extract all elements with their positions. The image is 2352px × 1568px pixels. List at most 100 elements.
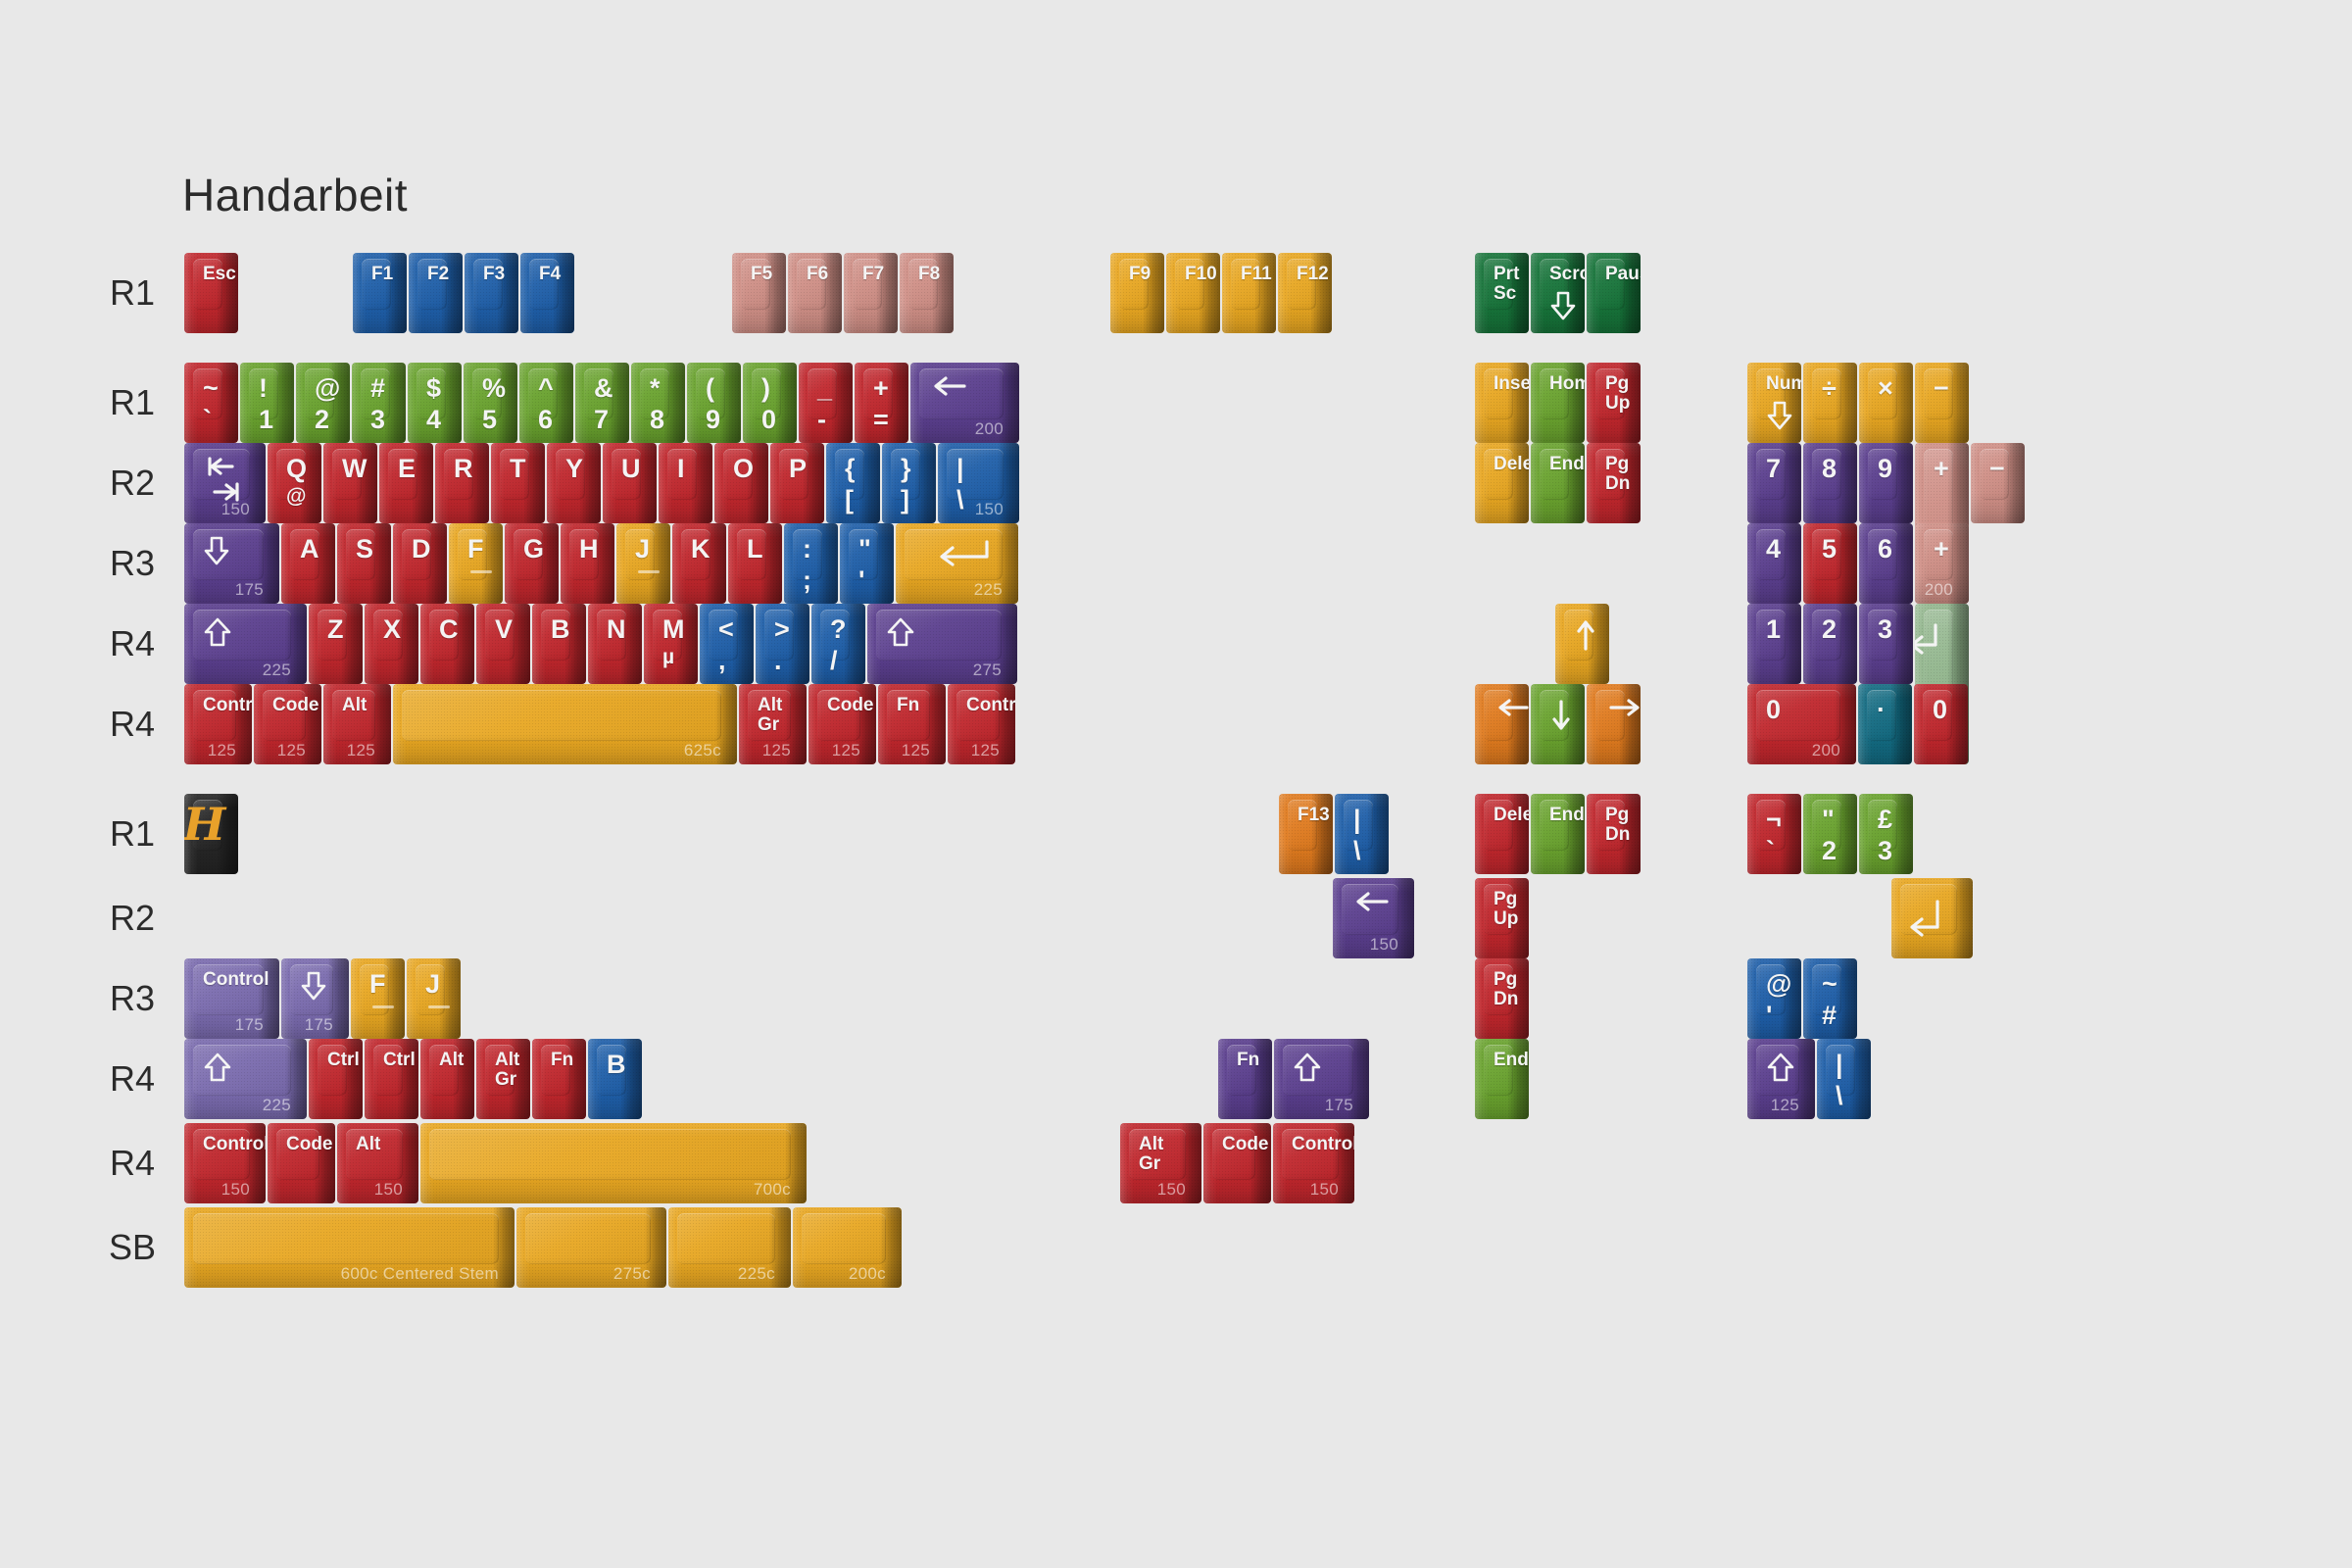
keycap-shift-arrow[interactable]: 275 (867, 604, 1017, 684)
keycap-f7[interactable]: F7 (844, 253, 898, 333)
keycap-spacebar[interactable]: 625c (393, 684, 737, 764)
keycap-arrow-down[interactable] (1531, 684, 1585, 764)
keycap-q[interactable]: Q @ (268, 443, 321, 523)
keycap-key[interactable]: ) 0 (743, 363, 797, 443)
keycap-key[interactable]: × (1859, 363, 1913, 443)
keycap-key[interactable]: #3 (352, 363, 406, 443)
keycap-3[interactable]: 3 (1859, 604, 1913, 684)
keycap-key[interactable]: (9 (687, 363, 741, 443)
keycap-fn[interactable]: Fn 125 (878, 684, 946, 764)
keycap-c[interactable]: C (420, 604, 474, 684)
keycap-key[interactable]: :; (784, 523, 838, 604)
keycap-y[interactable]: Y (547, 443, 601, 523)
keycap-delete[interactable]: Delete (1475, 794, 1529, 874)
keycap-shift-arrow[interactable]: 225 (184, 1039, 307, 1119)
keycap-alt-gr[interactable]: Alt Gr (476, 1039, 530, 1119)
keycap-backspace-arrow[interactable]: 200 (910, 363, 1019, 443)
keycap-code[interactable]: Code (1203, 1123, 1271, 1203)
keycap-b[interactable]: B (532, 604, 586, 684)
keycap-tab-arrows[interactable]: 150 (184, 443, 266, 523)
keycap-p[interactable]: P (770, 443, 824, 523)
keycap-0[interactable]: 0 200 (1747, 684, 1856, 764)
keycap-f5[interactable]: F5 (732, 253, 786, 333)
keycap-0[interactable]: 0 (1914, 684, 1968, 764)
keycap-spacebar[interactable]: 225c (668, 1207, 791, 1288)
keycap-8[interactable]: 8 (1803, 443, 1857, 523)
keycap-f3[interactable]: F3 (465, 253, 518, 333)
keycap-key[interactable]: ~ # (1803, 958, 1857, 1039)
keycap-spacebar[interactable]: 200c (793, 1207, 902, 1288)
keycap-prt-sc[interactable]: Prt Sc (1475, 253, 1529, 333)
keycap-7[interactable]: 7 (1747, 443, 1801, 523)
keycap-r[interactable]: R (435, 443, 489, 523)
keycap-b[interactable]: B (588, 1039, 642, 1119)
keycap-f4[interactable]: F4 (520, 253, 574, 333)
keycap-enter-arrow[interactable]: 225 (896, 523, 1018, 604)
keycap-fn[interactable]: Fn (1218, 1039, 1272, 1119)
keycap-u[interactable]: U (603, 443, 657, 523)
keycap-key[interactable]: " 2 (1803, 794, 1857, 874)
keycap-control[interactable]: Control 175 (184, 958, 279, 1039)
keycap-caps-lock-arrow[interactable]: 175 (184, 523, 279, 604)
keycap-key[interactable]: | \ (1335, 794, 1389, 874)
keycap-key[interactable]: <, (700, 604, 754, 684)
keycap-key[interactable]: ÷ (1803, 363, 1857, 443)
keycap-key[interactable]: ? / (811, 604, 865, 684)
keycap-alt[interactable]: Alt (420, 1039, 474, 1119)
keycap-f9[interactable]: F9 (1110, 253, 1164, 333)
keycap-n[interactable]: N (588, 604, 642, 684)
keycap-arrow-up[interactable] (1555, 604, 1609, 684)
keycap-pg-dn[interactable]: Pg Dn (1475, 958, 1529, 1039)
keycap-f10[interactable]: F10 (1166, 253, 1220, 333)
keycap-s[interactable]: S (337, 523, 391, 604)
keycap-key[interactable]: ¬ ` (1747, 794, 1801, 874)
keycap-1[interactable]: 1 (1747, 604, 1801, 684)
keycap-pg-dn[interactable]: Pg Dn (1587, 794, 1641, 874)
keycap-end[interactable]: End (1531, 794, 1585, 874)
keycap-pg-dn[interactable]: Pg Dn (1587, 443, 1641, 523)
keycap-esc[interactable]: Esc (184, 253, 238, 333)
keycap-key[interactable]: }] (882, 443, 936, 523)
keycap-ctrl[interactable]: Ctrl (365, 1039, 418, 1119)
keycap-f6[interactable]: F6 (788, 253, 842, 333)
keycap-control[interactable]: Control125 (948, 684, 1015, 764)
keycap-z[interactable]: Z (309, 604, 363, 684)
keycap-g[interactable]: G (505, 523, 559, 604)
keycap-key[interactable]: * 8 (631, 363, 685, 443)
keycap-shift-arrow[interactable]: 175 (1274, 1039, 1369, 1119)
keycap-arrow-right[interactable] (1587, 684, 1641, 764)
keycap-w[interactable]: W (323, 443, 377, 523)
keycap-fn[interactable]: Fn (532, 1039, 586, 1119)
keycap-f13[interactable]: F13 (1279, 794, 1333, 874)
keycap-key[interactable]: +200 (1915, 523, 1969, 604)
keycap-key[interactable]: & 7 (575, 363, 629, 443)
keycap-v[interactable]: V (476, 604, 530, 684)
keycap-code[interactable]: Code 125 (808, 684, 876, 764)
keycap-num[interactable]: Num (1747, 363, 1801, 443)
keycap-t[interactable]: T (491, 443, 545, 523)
keycap-key[interactable]: − (1915, 363, 1969, 443)
keycap-delete[interactable]: Delete (1475, 443, 1529, 523)
keycap-spacebar[interactable]: 275c (516, 1207, 666, 1288)
keycap-key[interactable]: % 5 (464, 363, 517, 443)
keycap-key[interactable]: £3 (1859, 794, 1913, 874)
keycap-x[interactable]: X (365, 604, 418, 684)
keycap-code[interactable]: Code 125 (254, 684, 321, 764)
keycap-end[interactable]: End (1475, 1039, 1529, 1119)
keycap-end[interactable]: End (1531, 443, 1585, 523)
keycap-pause[interactable]: Pause (1587, 253, 1641, 333)
keycap-i[interactable]: I (659, 443, 712, 523)
keycap-home[interactable]: Home (1531, 363, 1585, 443)
keycap-key[interactable]: · (1858, 684, 1912, 764)
keycap-key[interactable]: _ - (799, 363, 853, 443)
keycap-alt[interactable]: Alt 150 (337, 1123, 418, 1203)
keycap-spacebar[interactable]: 600c Centered Stem (184, 1207, 514, 1288)
keycap-alt[interactable]: Alt 125 (323, 684, 391, 764)
keycap-shift-arrow[interactable]: 125 (1747, 1039, 1815, 1119)
keycap-code[interactable]: Code (268, 1123, 335, 1203)
keycap-5[interactable]: 5 (1803, 523, 1857, 604)
keycap-2[interactable]: 2 (1803, 604, 1857, 684)
keycap-f11[interactable]: F11 (1222, 253, 1276, 333)
keycap-key[interactable]: @ ' (1747, 958, 1801, 1039)
